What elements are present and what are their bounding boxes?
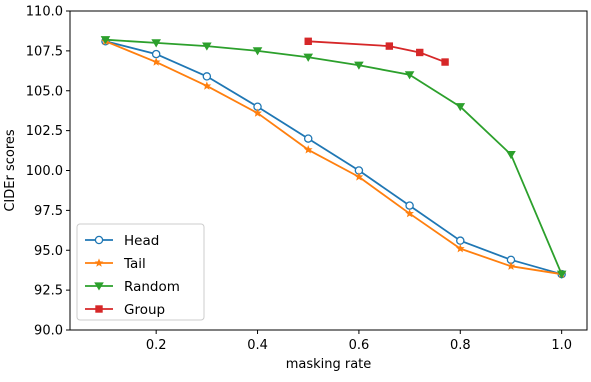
y-tick-label: 102.5 [26, 124, 63, 139]
legend-box [76, 223, 205, 321]
data-point [456, 236, 465, 245]
x-tick-label: 0.4 [247, 338, 268, 353]
y-tick-label: 92.5 [34, 284, 63, 299]
y-tick-label: 90.0 [34, 324, 63, 339]
legend-entry: Group [85, 302, 165, 318]
series-head [101, 37, 566, 279]
data-point [506, 150, 516, 160]
series-group [304, 37, 449, 66]
data-point [94, 258, 104, 267]
data-point [303, 53, 314, 62]
series-line [105, 38, 563, 275]
data-point [151, 39, 161, 48]
data-point [404, 71, 415, 80]
data-point [303, 145, 313, 154]
data-point [252, 47, 263, 56]
data-point [385, 42, 394, 50]
series-line [308, 40, 446, 63]
series-random [100, 36, 567, 279]
data-point [202, 81, 212, 90]
data-point [304, 37, 312, 46]
x-tick-label: 1.0 [551, 338, 572, 353]
data-point [100, 36, 111, 45]
data-point [151, 57, 161, 66]
data-point [151, 49, 161, 59]
x-tick-label: 0.2 [146, 338, 167, 353]
legend-entry: Tail [85, 256, 146, 272]
y-tick-label: 97.5 [34, 204, 63, 219]
y-tick-label: 110.0 [26, 5, 63, 20]
data-point [405, 201, 414, 210]
legend-label: Group [124, 302, 165, 318]
legend-label: Random [124, 279, 180, 295]
series-line [105, 40, 562, 276]
x-tick-label: 0.6 [349, 338, 370, 353]
legend-entry: Head [85, 233, 159, 249]
x-tick-label: 0.8 [450, 338, 471, 353]
data-point [556, 270, 567, 279]
data-point [441, 58, 449, 66]
data-point [405, 208, 414, 218]
data-point [95, 305, 103, 313]
data-point [455, 244, 465, 253]
series-line [105, 40, 562, 276]
data-point [455, 103, 466, 112]
y-tick-label: 100.0 [26, 164, 63, 179]
data-point [94, 282, 104, 291]
legend: Head Tail Random Group [76, 223, 205, 321]
data-point [202, 72, 212, 81]
data-point [354, 61, 364, 70]
y-axis-label: CIDEr scores [3, 129, 18, 212]
legend-entry: Random [85, 279, 180, 295]
y-tick-label: 107.5 [26, 44, 63, 59]
data-point [253, 108, 262, 117]
y-tick-label: 105.0 [26, 84, 63, 99]
x-axis-label: masking rate [286, 357, 372, 372]
data-point [94, 235, 104, 245]
legend-label: Head [124, 233, 159, 249]
legend-label: Tail [123, 256, 146, 272]
data-point [354, 172, 364, 181]
data-point [202, 42, 212, 51]
data-point [303, 134, 313, 143]
data-point [506, 261, 516, 270]
y-tick-label: 95.0 [34, 244, 63, 259]
data-point [416, 48, 424, 57]
